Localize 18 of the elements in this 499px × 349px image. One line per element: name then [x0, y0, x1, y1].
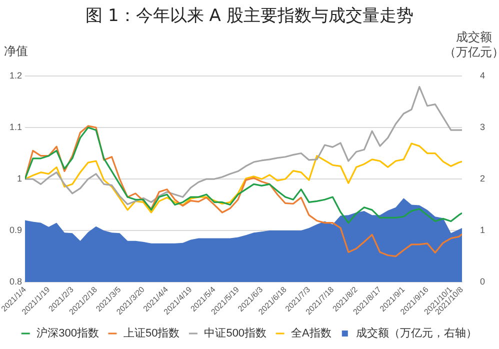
y2-tick-label: 4 [480, 70, 486, 80]
y2-tick-label: 0 [480, 276, 486, 287]
y-tick-label: 0.8 [10, 276, 22, 287]
y2-tick-label: 3 [480, 122, 486, 132]
legend-label: 中证500指数 [204, 326, 267, 340]
y-tick-label: 1.2 [10, 70, 22, 80]
legend-label: 成交额（万亿元，右轴） [356, 326, 477, 340]
y-tick-label: 0.9 [10, 225, 22, 236]
y2-tick-label: 2 [480, 174, 486, 184]
legend-label: 全A指数 [291, 328, 332, 340]
y2-tick-label: 1 [480, 225, 486, 236]
y-tick-label: 1 [17, 174, 22, 184]
chart-title: 图 1：今年以来 A 股主要指数与成交量走势 [84, 5, 414, 27]
y2-axis-title: 成交额（万亿元） [444, 30, 499, 60]
y-tick-label: 1.1 [10, 122, 22, 132]
y-axis-title: 净值 [4, 44, 28, 58]
legend-label: 沪深300指数 [36, 326, 99, 340]
legend-label: 上证50指数 [123, 326, 180, 340]
